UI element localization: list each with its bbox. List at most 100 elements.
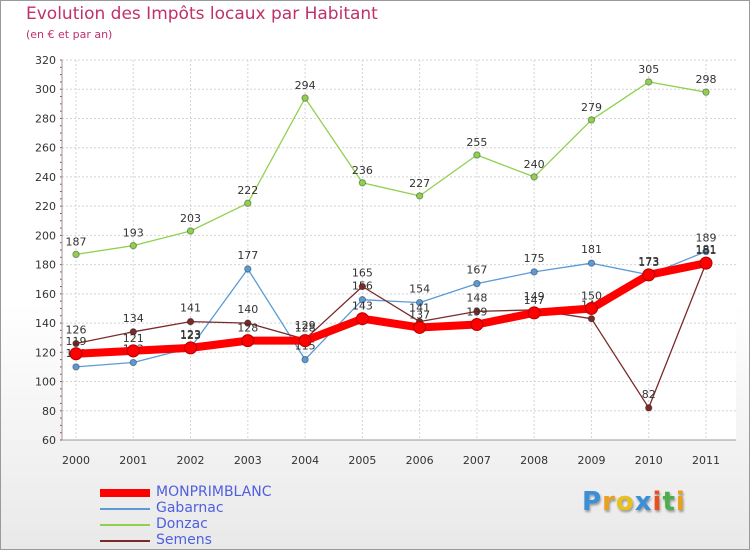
x-tick-label: 2002 [177, 454, 205, 467]
data-label-gabarnac: 167 [466, 264, 487, 277]
data-point-monprimblanc [355, 312, 369, 326]
data-point-monprimblanc [413, 320, 427, 334]
data-label-semens: 141 [409, 302, 430, 315]
data-label-monprimblanc: 150 [581, 289, 602, 302]
data-point-donzac [415, 192, 424, 200]
data-label-semens: 134 [123, 312, 144, 325]
data-point-donzac [645, 78, 653, 86]
data-label-gabarnac: 177 [237, 249, 258, 262]
data-label-monprimblanc: 123 [180, 329, 201, 342]
x-tick-label: 2010 [635, 454, 663, 467]
data-point-donzac [72, 250, 80, 259]
data-point-gabarnac [301, 355, 309, 364]
data-point-monprimblanc [69, 347, 83, 361]
data-label-donzac: 203 [180, 212, 201, 225]
x-tick-label: 2005 [348, 454, 376, 467]
data-point-monprimblanc [241, 334, 255, 348]
data-label-monprimblanc: 121 [123, 332, 144, 345]
x-tick-label: 2009 [577, 454, 605, 467]
data-point-semens [358, 282, 367, 291]
data-point-donzac [301, 94, 309, 102]
y-tick-label: 260 [35, 142, 56, 155]
data-point-donzac [587, 116, 596, 124]
data-label-semens: 140 [237, 303, 258, 316]
data-label-donzac: 298 [696, 73, 717, 86]
x-tick-label: 2008 [520, 454, 548, 467]
legend-label: Donzac [156, 516, 208, 532]
logo-letter: r [602, 487, 616, 517]
logo-letter: P [582, 487, 603, 517]
data-point-donzac [358, 179, 367, 187]
legend-label: Semens [156, 532, 212, 548]
data-point-gabarnac [473, 279, 481, 288]
y-tick-label: 220 [35, 200, 56, 213]
data-label-monprimblanc: 128 [295, 322, 316, 335]
data-point-gabarnac [530, 268, 538, 276]
y-tick-label: 300 [35, 83, 56, 96]
data-point-semens [72, 339, 80, 348]
data-point-gabarnac [129, 358, 137, 367]
data-label-donzac: 240 [524, 158, 545, 171]
data-point-semens [473, 307, 481, 316]
y-tick-label: 120 [35, 346, 56, 359]
data-point-gabarnac [587, 259, 596, 267]
chart-title: Evolution des Impôts locaux par Habitant [26, 4, 378, 24]
data-label-gabarnac: 123 [180, 328, 201, 341]
data-label-monprimblanc: 173 [638, 256, 659, 269]
y-tick-label: 280 [35, 112, 56, 125]
y-tick-label: 200 [35, 229, 56, 242]
chart-subtitle: (en € et par an) [26, 28, 113, 41]
data-label-gabarnac: 181 [581, 243, 602, 256]
logo-letter: i [652, 487, 663, 517]
legend-label: Gabarnac [156, 500, 224, 516]
data-label-donzac: 294 [295, 79, 316, 92]
data-point-semens [244, 319, 252, 327]
x-tick-label: 2001 [119, 454, 147, 467]
data-label-semens: 82 [642, 388, 656, 401]
data-point-monprimblanc [584, 301, 598, 315]
data-point-monprimblanc [699, 256, 713, 270]
logo-letter: x [634, 487, 653, 517]
x-tick-label: 2004 [291, 454, 319, 467]
y-tick-label: 60 [42, 434, 56, 447]
legend-swatch [100, 524, 150, 526]
data-label-donzac: 187 [66, 235, 87, 248]
data-label-semens: 141 [180, 302, 201, 315]
data-point-donzac [473, 151, 481, 159]
data-label-semens: 126 [66, 324, 87, 337]
data-point-gabarnac [72, 363, 80, 371]
x-tick-label: 2007 [463, 454, 491, 467]
y-tick-label: 160 [35, 288, 56, 301]
data-point-gabarnac [358, 295, 367, 304]
y-tick-label: 320 [35, 54, 56, 67]
legend-swatch [100, 489, 150, 497]
data-point-semens [645, 404, 653, 412]
x-tick-label: 2006 [406, 454, 434, 467]
data-label-donzac: 255 [466, 136, 487, 149]
data-label-monprimblanc: 181 [696, 244, 717, 257]
data-label-semens: 129 [295, 319, 316, 332]
data-point-monprimblanc [184, 341, 198, 355]
data-label-monprimblanc: 143 [352, 300, 373, 313]
data-label-donzac: 279 [581, 101, 602, 114]
series-line-semens [75, 262, 707, 409]
data-point-donzac [129, 241, 137, 250]
data-label-donzac: 193 [123, 227, 144, 240]
data-label-donzac: 222 [237, 184, 258, 197]
data-label-semens: 181 [696, 243, 717, 256]
data-label-donzac: 236 [352, 164, 373, 177]
data-point-gabarnac [244, 265, 252, 273]
proxiti-logo: Proxiti [582, 487, 686, 517]
data-point-donzac [530, 173, 538, 181]
data-point-monprimblanc [298, 334, 312, 348]
data-label-gabarnac: 189 [696, 231, 717, 244]
data-point-donzac [702, 88, 710, 96]
data-label-semens: 149 [524, 290, 545, 303]
y-tick-label: 240 [35, 171, 56, 184]
series-line-donzac [75, 81, 707, 256]
data-label-semens: 148 [466, 291, 487, 304]
data-label-monprimblanc: 119 [66, 335, 87, 348]
data-point-semens [129, 328, 137, 336]
legend-label: MONPRIMBLANC [156, 484, 272, 500]
plot-area [62, 60, 736, 440]
